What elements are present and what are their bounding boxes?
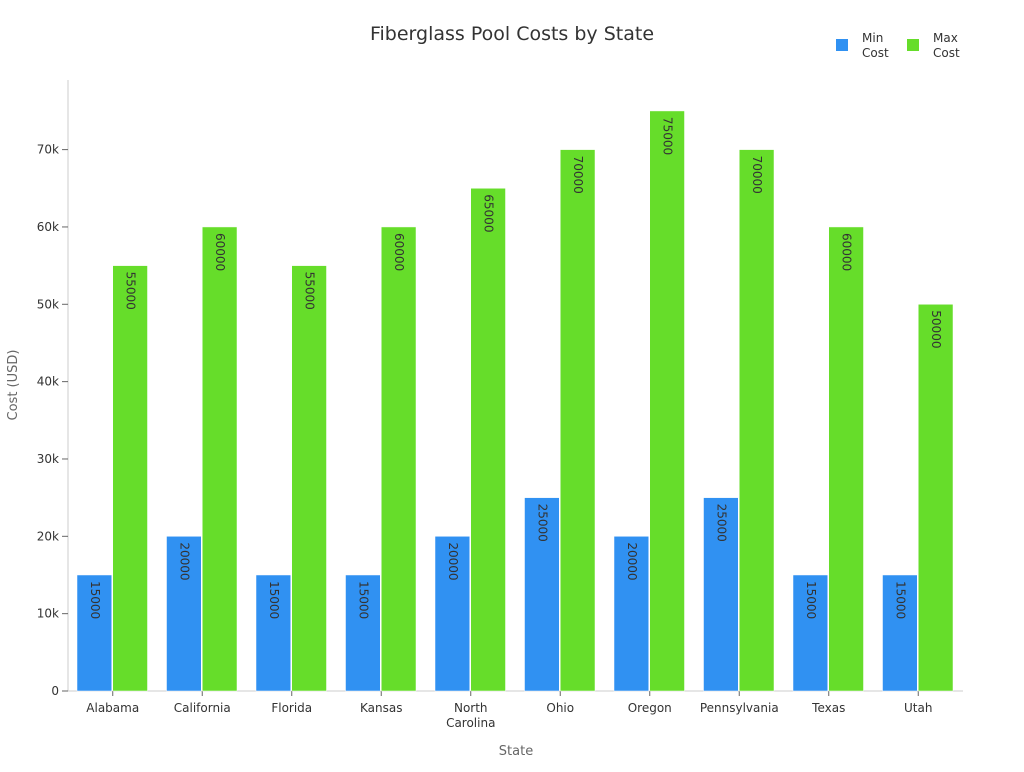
x-tick-label: Pennsylvania — [700, 701, 779, 715]
x-tick-label-line: Pennsylvania — [700, 701, 779, 715]
bar-max — [560, 149, 596, 692]
data-label: 60000 — [213, 233, 227, 271]
data-label: 20000 — [446, 542, 460, 580]
x-tick-label-line: North — [454, 701, 488, 715]
x-tick-label-line: Ohio — [546, 701, 574, 715]
data-label: 15000 — [804, 581, 818, 619]
y-tick-label: 60k — [37, 220, 59, 234]
bar-max — [470, 188, 506, 692]
data-label: 50000 — [929, 310, 943, 348]
x-tick-label: Utah — [904, 701, 932, 715]
legend-label-line: Min — [862, 31, 883, 45]
legend-label-line: Max — [933, 31, 958, 45]
data-label: 60000 — [840, 233, 854, 271]
bar-min — [76, 574, 112, 692]
data-label: 20000 — [625, 542, 639, 580]
x-tick-label: North Carolina — [446, 701, 495, 730]
bar-min — [345, 574, 381, 692]
bar-min — [166, 536, 202, 692]
x-tick-label: Texas — [811, 701, 845, 715]
y-tick-label: 30k — [37, 452, 59, 466]
x-tick-label-line: Florida — [271, 701, 312, 715]
data-label: 25000 — [714, 504, 728, 542]
y-tick-label: 20k — [37, 529, 59, 543]
x-axis-label: State — [499, 744, 533, 759]
data-label: 20000 — [177, 542, 191, 580]
bar-min — [613, 536, 649, 692]
y-tick-label: 70k — [37, 143, 59, 157]
x-tick-label: Florida — [271, 701, 312, 715]
x-tick-label: Kansas — [360, 701, 402, 715]
x-tick-label: Oregon — [628, 701, 672, 715]
data-label: 15000 — [356, 581, 370, 619]
chart-title: Fiberglass Pool Costs by State — [370, 23, 654, 45]
bar-min — [792, 574, 828, 692]
data-label: 15000 — [267, 581, 281, 619]
data-label: 25000 — [535, 504, 549, 542]
x-tick-label-line: Utah — [904, 701, 932, 715]
x-tick-label-line: Kansas — [360, 701, 402, 715]
y-tick-label: 40k — [37, 375, 59, 389]
legend-swatch — [907, 39, 919, 51]
x-tick-label-line: Carolina — [446, 716, 495, 730]
bar-max — [291, 265, 327, 692]
bar-max — [739, 149, 775, 692]
bar-min — [255, 574, 291, 692]
legend-swatch — [836, 39, 848, 51]
x-tick-label: Alabama — [86, 701, 139, 715]
data-label: 70000 — [571, 156, 585, 194]
bar-min — [434, 536, 470, 692]
bar-max — [381, 226, 417, 692]
y-axis-label: Cost (USD) — [6, 350, 21, 421]
data-label: 15000 — [893, 581, 907, 619]
y-tick-label: 50k — [37, 297, 59, 311]
data-label: 55000 — [303, 272, 317, 310]
data-label: 65000 — [482, 194, 496, 232]
x-tick-label-line: California — [174, 701, 231, 715]
legend-label-line: Cost — [933, 46, 960, 60]
x-tick-label-line: Alabama — [86, 701, 139, 715]
legend-label-line: Cost — [862, 46, 889, 60]
bar-max — [112, 265, 148, 692]
data-label: 75000 — [661, 117, 675, 155]
bar-max — [202, 226, 238, 692]
x-tick-label: California — [174, 701, 231, 715]
legend-label: Min Cost — [862, 31, 889, 60]
x-tick-label-line: Texas — [811, 701, 845, 715]
y-tick-label: 0 — [51, 684, 59, 698]
data-label: 55000 — [124, 272, 138, 310]
bar-min — [524, 497, 560, 692]
bar-min — [703, 497, 739, 692]
data-label: 60000 — [392, 233, 406, 271]
x-tick-label: Ohio — [546, 701, 574, 715]
bar-max — [918, 304, 954, 692]
x-tick-label-line: Oregon — [628, 701, 672, 715]
data-label: 15000 — [88, 581, 102, 619]
y-tick-label: 10k — [37, 607, 59, 621]
bar-max — [649, 110, 685, 692]
legend-label: Max Cost — [933, 31, 960, 60]
data-label: 70000 — [750, 156, 764, 194]
bar-max — [828, 226, 864, 692]
bar-min — [882, 574, 918, 692]
